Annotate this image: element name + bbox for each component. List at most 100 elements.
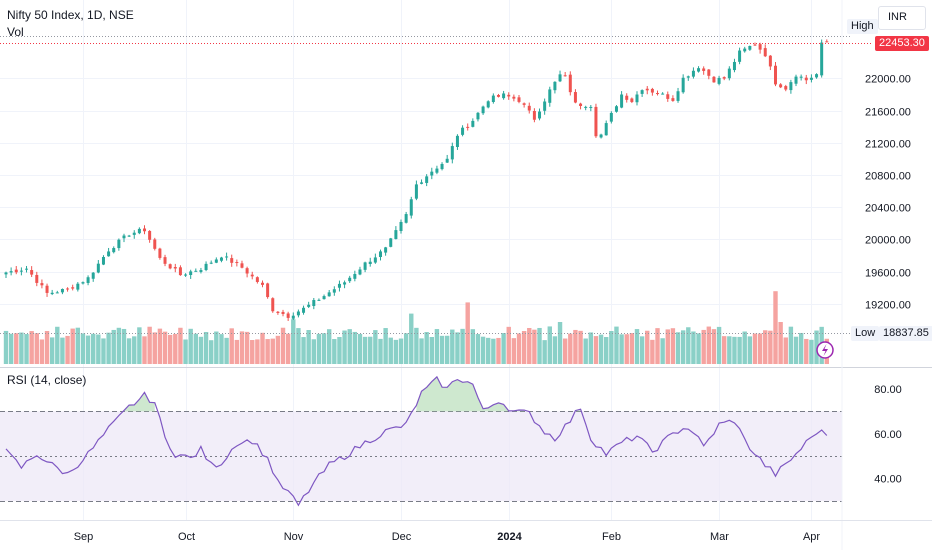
candle-body xyxy=(394,230,398,240)
candle-body xyxy=(625,95,629,100)
volume-bar xyxy=(214,331,219,364)
candle-body xyxy=(332,289,336,293)
candle-body xyxy=(758,44,762,50)
candle-body xyxy=(804,77,808,81)
candle-body xyxy=(614,106,618,112)
candle-body xyxy=(604,123,608,136)
candle-body xyxy=(158,248,162,258)
volume-bar xyxy=(814,330,819,364)
currency-button[interactable]: INR xyxy=(878,6,926,30)
volume-bar xyxy=(588,332,594,364)
volume-bar xyxy=(716,326,722,364)
candle-body xyxy=(543,101,547,111)
candle-body xyxy=(620,94,624,108)
candle-body xyxy=(71,287,75,289)
volume-bar xyxy=(727,336,732,364)
low-marker-label: Low xyxy=(851,326,880,341)
volume-bar xyxy=(450,329,455,364)
candle-body xyxy=(245,268,249,274)
candle-body xyxy=(173,267,177,269)
volume-bar xyxy=(306,330,311,364)
volume-bar xyxy=(537,327,542,364)
volume-bar xyxy=(219,334,224,364)
candle-body xyxy=(414,184,418,199)
volume-bar xyxy=(244,331,250,364)
lightning-bolt-icon xyxy=(822,344,828,356)
candle-body xyxy=(271,298,275,312)
volume-bar xyxy=(70,328,75,364)
volume-bar xyxy=(768,330,773,364)
volume-bar xyxy=(316,333,322,364)
rsi-tick-label: 40.00 xyxy=(874,474,902,486)
candle-body xyxy=(214,259,218,263)
candle-body xyxy=(722,77,726,79)
volume-bar xyxy=(398,338,404,364)
volume-bar xyxy=(532,329,537,364)
candle-body xyxy=(820,42,824,76)
volume-bar xyxy=(798,332,804,364)
candle-body xyxy=(568,74,572,93)
candle-body xyxy=(517,97,521,102)
volume-bar xyxy=(675,332,681,364)
volume-bar xyxy=(265,339,270,364)
volume-bar xyxy=(639,336,645,364)
candle-body xyxy=(204,263,208,271)
candle-body xyxy=(194,270,198,272)
price-axis[interactable]: 19200.00 19600.00 20000.00 20400.00 20800.00… xyxy=(865,74,911,486)
volume-bar xyxy=(670,328,676,364)
volume-bar xyxy=(173,333,178,364)
volume-bar xyxy=(434,329,440,364)
candle-body xyxy=(676,91,680,101)
volume-bar xyxy=(111,329,116,364)
candle-body xyxy=(435,168,439,173)
volume-bar xyxy=(439,335,445,364)
volume-bar xyxy=(137,327,142,364)
candle-body xyxy=(368,261,372,264)
candle-body xyxy=(101,256,105,265)
candle-body xyxy=(148,230,152,240)
candle-body xyxy=(548,89,552,103)
candle-body xyxy=(409,199,413,216)
volume-bar xyxy=(96,334,101,364)
time-tick-label: Mar xyxy=(710,531,729,543)
volume-bar xyxy=(598,334,604,364)
candle-body xyxy=(502,93,506,99)
time-axis[interactable]: Sep Oct Nov Dec 2024 Feb Mar Apr xyxy=(74,531,821,543)
volume-bar xyxy=(142,336,147,364)
volume-bar xyxy=(352,331,358,364)
currency-label: INR xyxy=(888,11,907,23)
volume-bar xyxy=(624,334,629,364)
candle-body xyxy=(66,288,70,290)
volume-bar xyxy=(234,339,240,364)
volume-bar xyxy=(542,340,547,364)
rsi-overbought-fill xyxy=(123,392,155,412)
candle-body xyxy=(661,93,665,95)
volume-bar xyxy=(711,329,717,364)
candle-body xyxy=(784,86,788,90)
candle-body xyxy=(286,313,290,318)
candle-body xyxy=(199,270,203,272)
candle-body xyxy=(609,112,613,122)
candle-body xyxy=(276,311,280,313)
candle-body xyxy=(235,262,239,264)
candle-body xyxy=(763,48,767,57)
candle-body xyxy=(809,77,813,80)
candle-body xyxy=(738,50,742,62)
candle-body xyxy=(697,68,701,72)
candle-body xyxy=(445,158,449,163)
volume-bar xyxy=(342,330,347,364)
volume-bar xyxy=(152,332,157,364)
volume-bar xyxy=(568,333,573,364)
candle-body xyxy=(630,98,634,102)
candle-body xyxy=(727,68,731,79)
volume-bar xyxy=(106,332,111,364)
volume-bar xyxy=(419,338,424,364)
candle-body xyxy=(779,84,783,88)
volume-bar xyxy=(209,340,214,364)
candle-body xyxy=(532,111,536,120)
volume-bar xyxy=(80,333,86,364)
candle-body xyxy=(466,126,470,128)
volume-bar xyxy=(280,327,286,364)
volume-bar xyxy=(24,334,29,364)
